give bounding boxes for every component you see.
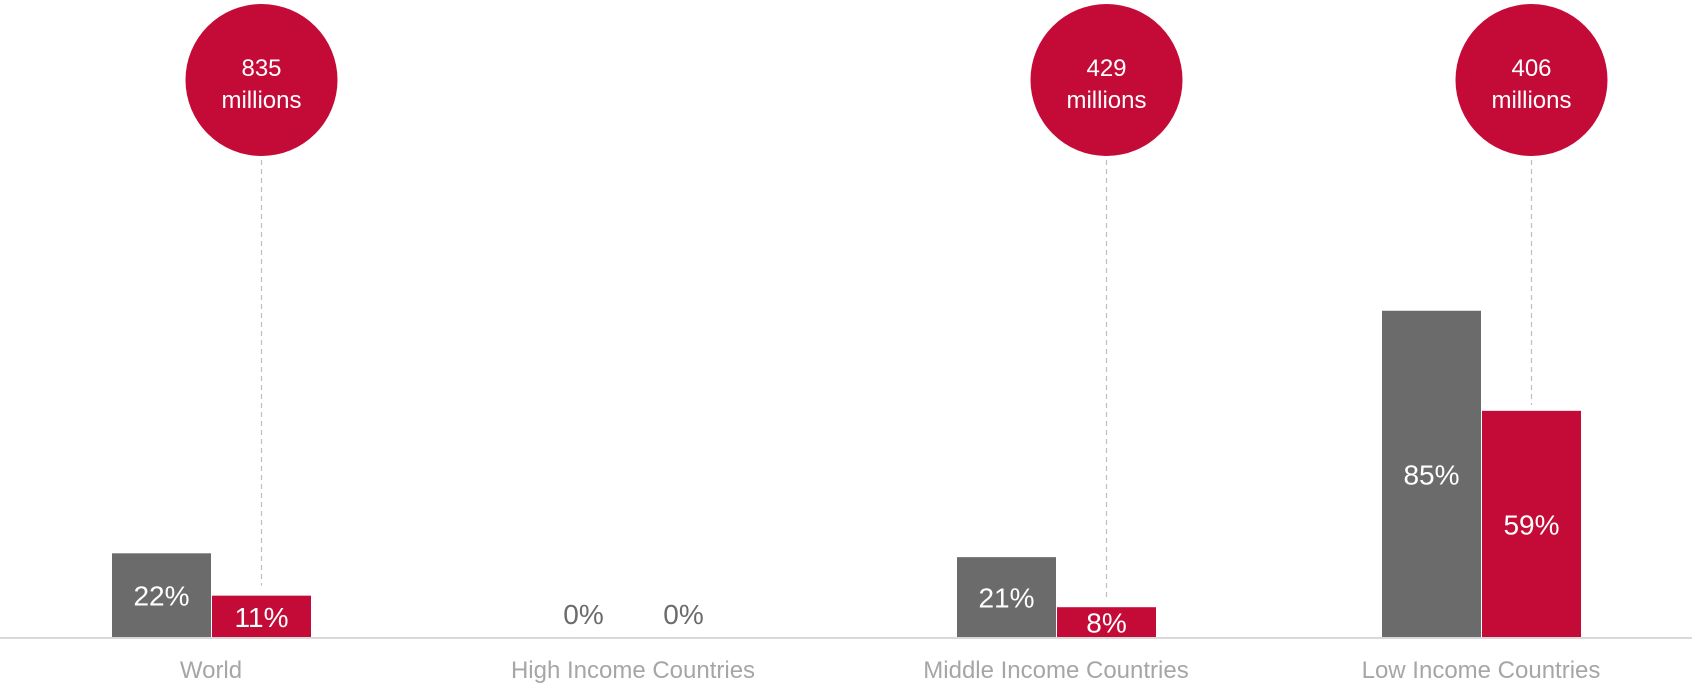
category-label: High Income Countries: [511, 657, 755, 684]
bar-gray-0: [112, 553, 211, 638]
callout-number: 406: [1511, 55, 1551, 82]
bar-value-label: 21%: [978, 583, 1034, 614]
callout-number: 429: [1086, 55, 1126, 82]
category-labels: World High Income Countries Middle Income …: [180, 657, 1601, 684]
bar-value-label: 0%: [663, 599, 703, 630]
callout-unit: millions: [1491, 87, 1571, 114]
callout-bubble: [1455, 4, 1608, 156]
bar-value-label: 59%: [1503, 509, 1559, 540]
callout-bubble: [185, 4, 338, 156]
callout-bubbles: 835 millions 429 millions 406 millions: [185, 4, 1608, 156]
bar-value-label: 8%: [1086, 608, 1126, 639]
bar-groups: 22% 11% 0% 0% 21% 8% 85% 59%: [112, 310, 1581, 639]
bar-value-label: 11%: [235, 602, 289, 633]
callout-number: 835: [241, 55, 281, 82]
callout-bubble: [1030, 4, 1183, 156]
callout-unit: millions: [1066, 87, 1146, 114]
bar-value-label: 85%: [1403, 459, 1459, 490]
bar-red-2: [1057, 607, 1156, 638]
category-label: World: [180, 657, 242, 684]
bar-value-label: 0%: [563, 599, 603, 630]
bar-value-label: 22%: [133, 581, 189, 612]
category-label: Low Income Countries: [1362, 657, 1601, 684]
category-label: Middle Income Countries: [923, 657, 1188, 684]
bar-gray-2: [957, 557, 1056, 638]
callout-connectors: [260, 160, 1533, 598]
bar-gray-3: [1382, 310, 1481, 638]
bar-red-0: [212, 595, 311, 638]
bar-red-3: [1482, 410, 1581, 638]
callout-unit: millions: [221, 87, 301, 114]
